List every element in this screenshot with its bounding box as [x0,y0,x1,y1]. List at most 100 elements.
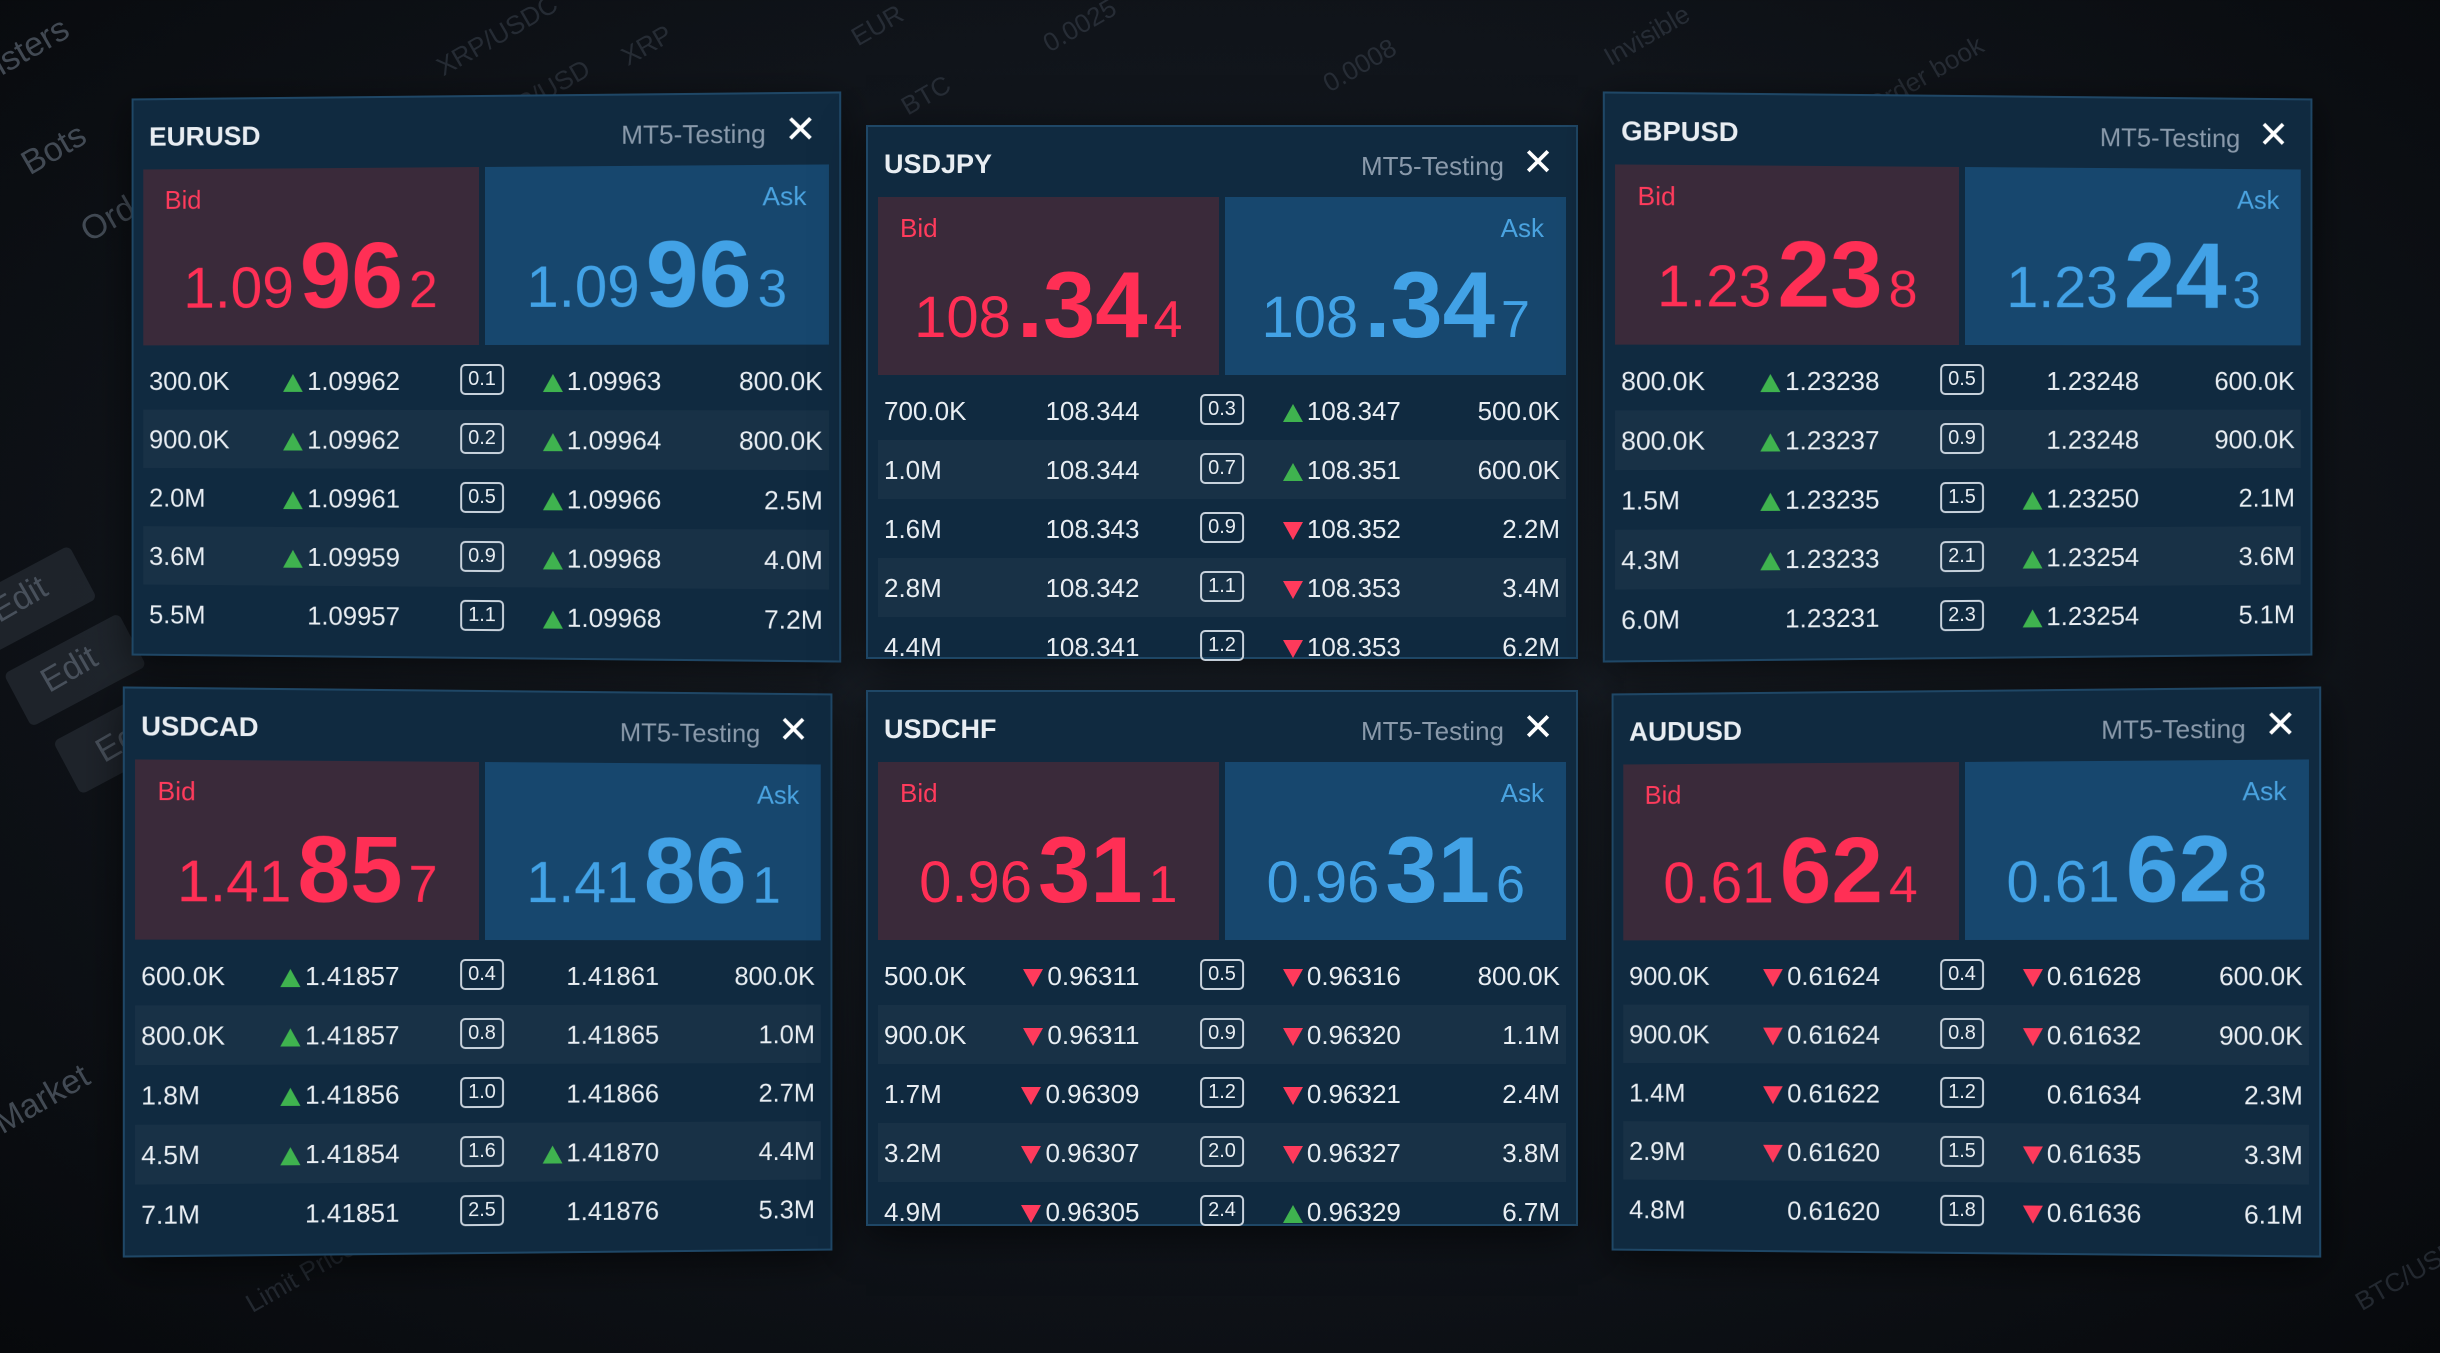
bid-level-price: 0.96311 [1023,961,1139,992]
depth-row[interactable]: 1.7M 0.96309 1.2 0.96321 2.4M [878,1064,1566,1123]
bid-button[interactable]: Bid 0.6162 4 [1623,762,1958,940]
bid-button[interactable]: Bid 1.2323 8 [1615,164,1959,345]
ask-button[interactable]: Ask 1.0996 3 [485,164,829,345]
spread-badge: 1.6 [460,1136,504,1167]
bid-level-value: 1.23231 [1785,603,1880,634]
bid-level-value: 1.23238 [1785,366,1880,396]
quote-panel-usdchf[interactable]: USDCHF MT5-Testing ✕ Bid 0.9631 1 Ask 0.9631 6 50… [866,690,1578,1226]
bid-button[interactable]: Bid 1.0996 2 [143,167,478,345]
bid-level-price: 1.09962 [284,425,400,456]
depth-row[interactable]: 4.5M 1.41854 1.6 1.41870 4.4M [135,1121,821,1184]
depth-row[interactable]: 1.0M 108.344 0.7 108.351 600.0K [878,440,1566,499]
close-icon[interactable]: ✕ [780,110,821,151]
ask-level-price: 1.23248 [2023,366,2140,397]
depth-row[interactable]: 600.0K 1.41857 0.4 1.41861 800.0K [135,946,821,1006]
depth-row[interactable]: 2.0M 1.09961 0.5 1.09966 2.5M [143,468,829,530]
depth-row[interactable]: 700.0K 108.344 0.3 108.347 500.0K [878,381,1566,440]
up-arrow-icon [1021,463,1041,481]
ask-button[interactable]: Ask 0.9631 6 [1225,762,1566,940]
depth-row[interactable]: 300.0K 1.09962 0.1 1.09963 800.0K [143,351,829,411]
down-arrow-icon [2023,969,2043,987]
panel-header[interactable]: USDJPY MT5-Testing ✕ [868,127,1576,197]
depth-row[interactable]: 800.0K 1.41857 0.8 1.41865 1.0M [135,1005,821,1066]
bid-level-value: 108.343 [1045,514,1139,544]
quote-panel-usdcad[interactable]: USDCAD MT5-Testing ✕ Bid 1.4185 7 Ask 1.4186 1 60… [123,686,833,1257]
down-arrow-icon [1283,581,1303,599]
ask-button[interactable]: Ask 108.34 7 [1225,197,1566,375]
depth-row[interactable]: 7.1M 1.41851 2.5 1.41876 5.3M [135,1180,821,1245]
depth-row[interactable]: 1.4M 0.61622 1.2 0.61634 2.3M [1623,1063,2309,1125]
ask-size: 1.0M [759,1019,815,1050]
ask-level-value: 1.23248 [2046,366,2139,396]
depth-row[interactable]: 4.3M 1.23233 2.1 1.23254 3.6M [1615,526,2301,589]
panel-header[interactable]: USDCAD MT5-Testing ✕ [125,689,831,765]
depth-row[interactable]: 1.8M 1.41856 1.0 1.41866 2.7M [135,1063,821,1125]
depth-row[interactable]: 4.4M 108.341 1.2 108.353 6.2M [878,617,1566,676]
panel-header[interactable]: AUDUSD MT5-Testing ✕ [1614,689,2320,765]
ask-level-value: 0.61632 [2047,1020,2142,1050]
ask-label: Ask [757,780,799,811]
depth-row[interactable]: 900.0K 1.09962 0.2 1.09964 800.0K [143,410,829,471]
close-icon[interactable]: ✕ [2260,705,2301,746]
quote-panel-gbpusd[interactable]: GBPUSD MT5-Testing ✕ Bid 1.2323 8 Ask 1.2324 3 80… [1603,91,2313,662]
spread-badge: 1.2 [1940,1077,1984,1108]
close-icon[interactable]: ✕ [1518,143,1558,183]
up-arrow-icon [1021,581,1041,599]
up-arrow-icon [1761,493,1781,511]
depth-row[interactable]: 4.8M 0.61620 1.8 0.61636 6.1M [1623,1180,2309,1245]
depth-row[interactable]: 1.6M 108.343 0.9 108.352 2.2M [878,499,1566,558]
close-icon[interactable]: ✕ [1518,708,1558,748]
ask-button[interactable]: Ask 0.6162 8 [1965,759,2309,940]
bid-button[interactable]: Bid 108.34 4 [878,197,1219,375]
down-arrow-icon [1283,969,1303,987]
ask-button[interactable]: Ask 1.2324 3 [1965,167,2300,345]
account-label: MT5-Testing [621,118,766,150]
up-arrow-icon [1761,552,1781,570]
panel-header[interactable]: USDCHF MT5-Testing ✕ [868,692,1576,762]
ask-button[interactable]: Ask 1.4186 1 [485,762,820,940]
depth-row[interactable]: 500.0K 0.96311 0.5 0.96316 800.0K [878,946,1566,1005]
ask-level-value: 1.23248 [2046,425,2139,455]
depth-row[interactable]: 2.8M 108.342 1.1 108.353 3.4M [878,558,1566,617]
depth-row[interactable]: 6.0M 1.23231 2.3 1.23254 5.1M [1615,585,2301,650]
bid-button[interactable]: Bid 0.9631 1 [878,762,1219,940]
quote-panel-audusd[interactable]: AUDUSD MT5-Testing ✕ Bid 0.6162 4 Ask 0.6162 8 90… [1612,686,2322,1257]
depth-row[interactable]: 5.5M 1.09957 1.1 1.09968 7.2M [143,585,829,650]
depth-row[interactable]: 3.2M 0.96307 2.0 0.96327 3.8M [878,1123,1566,1182]
up-arrow-icon [2023,492,2043,510]
depth-row[interactable]: 800.0K 1.23238 0.5 1.23248 600.0K [1615,351,2301,411]
up-arrow-icon [281,1088,301,1106]
ask-level-price: 108.347 [1283,396,1401,427]
close-icon[interactable]: ✕ [2254,116,2293,156]
depth-row[interactable]: 4.9M 0.96305 2.4 0.96329 6.7M [878,1182,1566,1241]
up-arrow-icon [543,1146,563,1164]
bid-level-value: 0.61624 [1787,961,1880,991]
down-arrow-icon [1764,969,1784,987]
close-icon[interactable]: ✕ [774,711,813,751]
bid-level-value: 108.342 [1045,573,1139,603]
symbol-title: USDCAD [141,711,258,743]
up-arrow-icon [281,969,301,987]
ask-price-fraction: 7 [1501,291,1530,349]
panel-header[interactable]: EURUSD MT5-Testing ✕ [134,94,840,170]
quote-panel-eurusd[interactable]: EURUSD MT5-Testing ✕ Bid 1.0996 2 Ask 1.0996 3 30… [132,91,842,662]
depth-row[interactable]: 900.0K 0.61624 0.4 0.61628 600.0K [1623,946,2309,1006]
bid-level-value: 1.41856 [305,1079,400,1110]
quote-area: Bid 108.34 4 Ask 108.34 7 [878,197,1566,375]
ask-level-price: 1.41861 [543,961,660,992]
depth-row[interactable]: 900.0K 0.61624 0.8 0.61632 900.0K [1623,1005,2309,1066]
depth-row[interactable]: 2.9M 0.61620 1.5 0.61635 3.3M [1623,1121,2309,1184]
bid-level-price: 0.96305 [1021,1197,1139,1228]
bid-button[interactable]: Bid 1.4185 7 [135,759,479,940]
depth-row[interactable]: 800.0K 1.23237 0.9 1.23248 900.0K [1615,410,2301,471]
depth-row[interactable]: 1.5M 1.23235 1.5 1.23250 2.1M [1615,468,2301,530]
depth-row[interactable]: 3.6M 1.09959 0.9 1.09968 4.0M [143,526,829,589]
panel-header[interactable]: GBPUSD MT5-Testing ✕ [1605,94,2311,170]
ask-size: 2.2M [1502,514,1560,545]
spread-badge: 2.4 [1200,1195,1244,1226]
depth-row[interactable]: 900.0K 0.96311 0.9 0.96320 1.1M [878,1005,1566,1064]
quote-panel-usdjpy[interactable]: USDJPY MT5-Testing ✕ Bid 108.34 4 Ask 108.34 7 70… [866,125,1578,659]
ask-size: 2.4M [1502,1079,1560,1110]
ask-level-price: 1.23250 [2023,483,2140,514]
quote-area: Bid 1.2323 8 Ask 1.2324 3 [1615,164,2301,345]
